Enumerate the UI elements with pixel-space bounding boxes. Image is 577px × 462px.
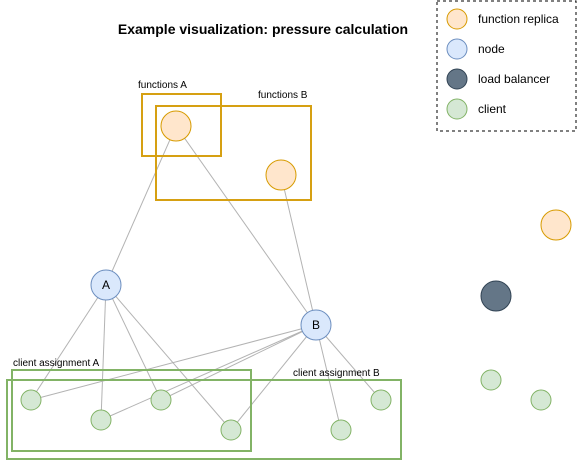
functions-b-group-box (155, 105, 312, 201)
client-3 (150, 389, 172, 411)
edge-node-b-client-3 (160, 324, 317, 401)
client-7 (480, 369, 502, 391)
legend-function-replica-swatch (446, 8, 468, 30)
legend: function replica node load balancer clie… (436, 0, 577, 132)
functions-b-label: functions B (258, 90, 308, 101)
edge-node-b-client-2 (100, 324, 317, 421)
function-replica-unassigned (540, 209, 572, 241)
diagram-title: Example visualization: pressure calculat… (118, 21, 408, 37)
legend-client-swatch (446, 98, 468, 120)
functions-a-group-box (141, 93, 222, 157)
clients (20, 369, 552, 441)
client-1 (20, 389, 42, 411)
edge-node-b-client-4 (230, 324, 317, 431)
legend-load-balancer-swatch (446, 68, 468, 90)
client-2 (90, 409, 112, 431)
functions-a-label: functions A (138, 80, 187, 91)
edge-replica-a1-node-a (105, 125, 177, 286)
client-assignment-b-box (6, 379, 402, 460)
legend-load-balancer-label: load balancer (478, 72, 550, 86)
client-assignment-a-box (11, 369, 252, 452)
edge-node-a-client-3 (105, 284, 162, 401)
legend-node-swatch (446, 38, 468, 60)
node-b (300, 309, 332, 341)
edge-node-b-client-5 (315, 324, 342, 431)
node-b-label: B (312, 318, 320, 332)
legend-client-label: client (478, 102, 507, 116)
client-6 (370, 389, 392, 411)
function-replica-a1 (160, 110, 192, 142)
client-5 (330, 419, 352, 441)
edge-node-b-client-6 (315, 324, 382, 401)
function-replica-b1 (265, 159, 297, 191)
load-balancer (480, 280, 512, 312)
edge-replica-a1-node-b (175, 125, 317, 326)
client-assignment-b-label: client assignment B (293, 368, 380, 379)
edge-node-a-client-2 (100, 284, 107, 421)
node-a (90, 269, 122, 301)
client-assignment-a-label: client assignment A (13, 358, 99, 369)
node-a-label: A (102, 278, 110, 292)
legend-node-label: node (478, 42, 505, 56)
client-4 (220, 419, 242, 441)
edge-node-b-client-1 (30, 324, 317, 401)
legend-function-replica-label: function replica (478, 12, 559, 26)
edge-node-a-client-4 (105, 284, 232, 431)
edges (30, 125, 382, 431)
client-8 (530, 389, 552, 411)
